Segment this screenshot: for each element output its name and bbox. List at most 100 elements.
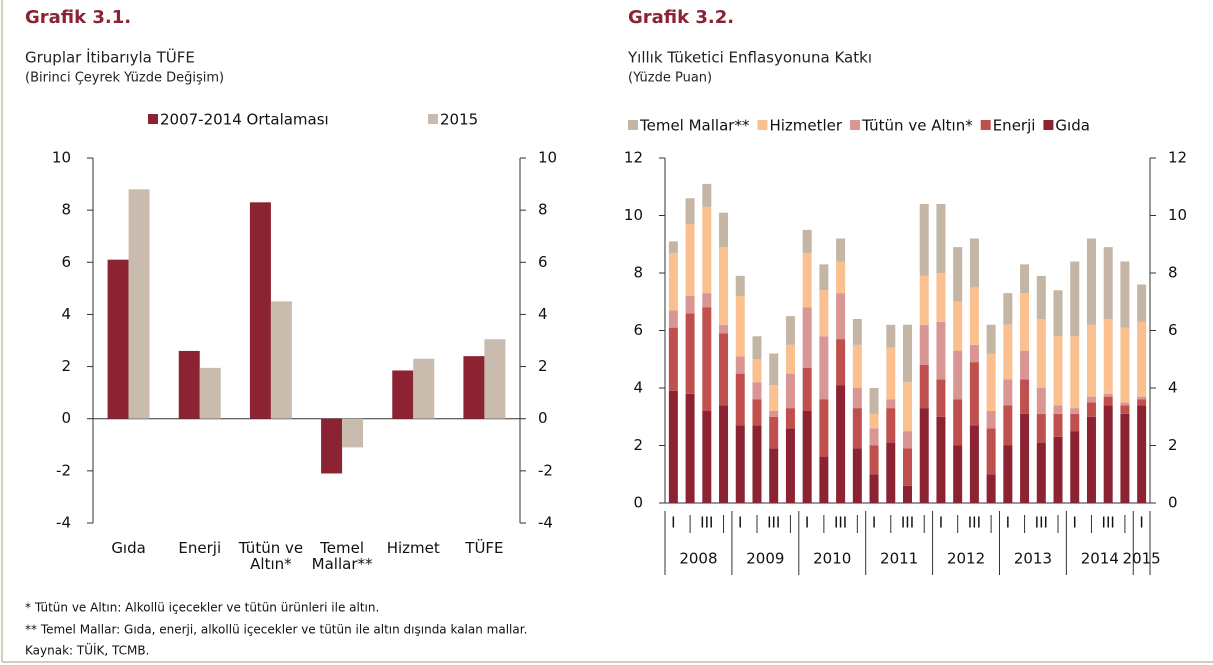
y2-tick-label: 8 xyxy=(538,201,548,219)
legend-swatch xyxy=(980,120,991,130)
y-tick-label: 2 xyxy=(633,436,643,454)
bar-segment xyxy=(735,425,745,503)
year-label: 2013 xyxy=(1014,550,1052,568)
bar-segment xyxy=(802,307,812,368)
bar xyxy=(270,301,292,419)
x-tick-label: III xyxy=(700,514,713,532)
footnote: ** Temel Mallar: Gıda, enerji, alkollü i… xyxy=(25,623,527,637)
bar-segment xyxy=(1086,396,1096,403)
bar-segment xyxy=(752,382,762,400)
bar-segment xyxy=(735,275,745,296)
y-tick-label: -4 xyxy=(56,514,71,532)
bar-segment xyxy=(1036,442,1046,503)
x-tick-label: III xyxy=(834,514,847,532)
bar-segment xyxy=(802,252,812,308)
bar-segment xyxy=(836,339,846,386)
bar-segment xyxy=(802,411,812,503)
legend-label: Hizmetler xyxy=(769,117,842,135)
bar-segment xyxy=(719,212,729,248)
bar-segment xyxy=(1103,247,1113,319)
bar xyxy=(392,370,414,419)
bar-segment xyxy=(1020,293,1030,351)
bar-segment xyxy=(886,399,896,409)
bar-segment xyxy=(668,390,678,503)
footnote: * Tütün ve Altın: Alkollü içecekler ve t… xyxy=(25,601,379,615)
bar-segment xyxy=(785,344,795,374)
bar-segment xyxy=(785,408,795,429)
y-tick-label: 0 xyxy=(633,494,643,512)
bar-segment xyxy=(1020,413,1030,503)
bar-segment xyxy=(769,353,779,386)
legend-label: Tütün ve Altın* xyxy=(861,117,973,135)
y2-tick-label: 0 xyxy=(538,409,548,427)
bar-segment xyxy=(752,425,762,503)
y2-tick-label: 12 xyxy=(1168,149,1187,167)
bar-segment xyxy=(919,365,929,409)
bar-segment xyxy=(1103,319,1113,394)
y2-tick-label: 8 xyxy=(1168,264,1178,282)
x-tick-label: III xyxy=(968,514,981,532)
bar-segment xyxy=(852,319,862,345)
bar-segment xyxy=(1070,336,1080,409)
bar-segment xyxy=(819,264,829,291)
legend-label: Temel Mallar** xyxy=(639,117,750,135)
bar-segment xyxy=(1103,396,1113,406)
y2-tick-label: 4 xyxy=(1168,379,1178,397)
bar-segment xyxy=(802,367,812,411)
bar xyxy=(178,350,200,419)
y2-tick-label: 2 xyxy=(1168,436,1178,454)
bar-segment xyxy=(1036,413,1046,443)
bar-segment xyxy=(1070,408,1080,414)
bar-segment xyxy=(852,388,862,409)
bar-segment xyxy=(936,273,946,322)
x-tick-label: I xyxy=(1006,514,1010,532)
bar-segment xyxy=(702,411,712,503)
legend-swatch xyxy=(850,120,861,130)
bar-segment xyxy=(1137,396,1147,400)
legend-label: Gıda xyxy=(1055,117,1090,135)
x-tick-label: III xyxy=(767,514,780,532)
bar-segment xyxy=(1120,327,1130,403)
bar-segment xyxy=(1053,405,1063,414)
bar-segment xyxy=(1053,413,1063,437)
bar-segment xyxy=(1053,336,1063,406)
y2-tick-label: 6 xyxy=(538,253,548,271)
bar-segment xyxy=(919,408,929,503)
bar-segment xyxy=(919,204,929,276)
year-label: 2014 xyxy=(1081,550,1119,568)
bar-segment xyxy=(685,198,695,225)
bar-segment xyxy=(1137,284,1147,322)
y-tick-label: 0 xyxy=(61,409,71,427)
x-tick-label: I xyxy=(939,514,943,532)
bar-segment xyxy=(903,448,912,486)
bar-segment xyxy=(886,347,896,400)
bar-segment xyxy=(819,336,829,400)
bar-segment xyxy=(702,307,712,411)
bar-segment xyxy=(869,445,879,475)
year-label: 2010 xyxy=(813,550,851,568)
bar-segment xyxy=(769,448,779,503)
y-tick-label: 4 xyxy=(633,379,643,397)
bar-segment xyxy=(668,241,678,253)
bar xyxy=(199,367,221,419)
bar-segment xyxy=(668,310,678,328)
year-label: 2011 xyxy=(880,550,918,568)
bar-segment xyxy=(1020,350,1030,380)
x-tick-label: III xyxy=(901,514,914,532)
x-tick-label: Hizmet xyxy=(386,539,440,557)
x-tick-label: I xyxy=(872,514,876,532)
bar-segment xyxy=(685,224,695,296)
bar-segment xyxy=(869,388,879,414)
bar-segment xyxy=(1103,405,1113,503)
bar-segment xyxy=(1070,261,1080,337)
bar-segment xyxy=(1120,405,1130,414)
year-label: 2015 xyxy=(1123,550,1161,568)
y2-tick-label: -4 xyxy=(538,514,553,532)
bar-segment xyxy=(953,350,963,400)
bar-segment xyxy=(1086,238,1096,325)
bar-segment xyxy=(702,293,712,308)
legend-swatch xyxy=(428,114,438,124)
x-tick-label: I xyxy=(805,514,809,532)
bar-segment xyxy=(852,408,862,449)
x-tick-label: Temel Mallar** xyxy=(311,539,373,573)
